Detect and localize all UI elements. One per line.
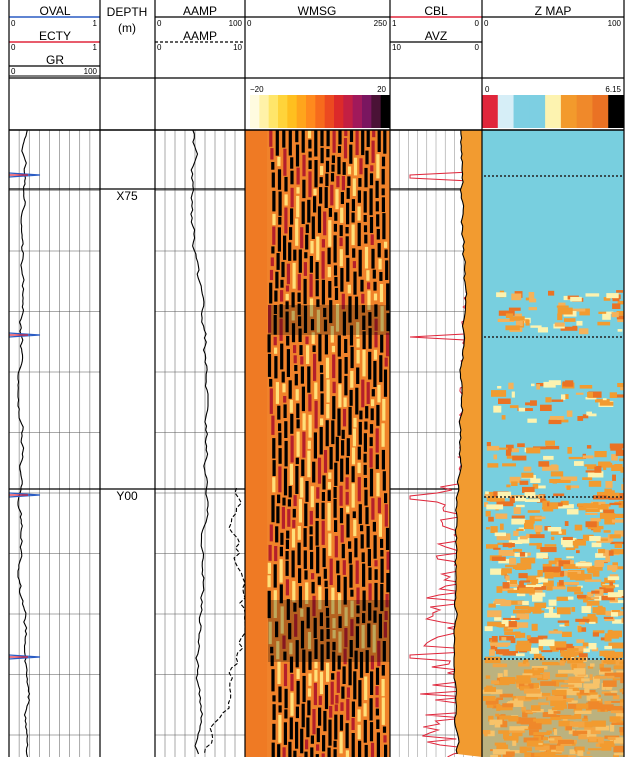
- colorbar-swatch: [482, 95, 499, 128]
- cbl-scale-right: 0: [475, 19, 480, 28]
- avz-scale-left: 10: [392, 43, 401, 52]
- zmap-header: Z MAP 0 100 0 6.15: [482, 4, 625, 128]
- colorbar-swatch: [315, 95, 326, 128]
- zmap-image: [482, 130, 624, 757]
- aamp-fine-curve-name: AAMP: [183, 29, 217, 43]
- cbl-curve-name: CBL: [424, 4, 448, 18]
- colorbar-swatch: [608, 95, 625, 128]
- colorbar-swatch: [334, 95, 344, 128]
- track1-header: OVAL 0 1 ECTY 0 1 GR 0 100: [9, 4, 100, 77]
- colorbar-swatch: [352, 95, 363, 128]
- aamp-fine-scale-right: 10: [233, 43, 242, 52]
- depth-marker-y00: Y00: [116, 489, 138, 503]
- zmap-colorbar-max: 6.15: [605, 85, 621, 94]
- colorbar-swatch: [362, 95, 372, 128]
- zmap-colorbar: [482, 95, 625, 128]
- ecty-scale-right: 1: [93, 43, 98, 52]
- colorbar-swatch: [278, 95, 288, 128]
- colorbar-swatch: [529, 95, 546, 128]
- aamp-header: AAMP 0 100 AAMP 0 10: [155, 4, 245, 52]
- track-grid: [9, 130, 482, 757]
- colorbar-swatch: [287, 95, 298, 128]
- log-header: OVAL 0 1 ECTY 0 1 GR 0 100 DEPTH (m) AAM…: [9, 4, 625, 128]
- avz-scale-right: 0: [475, 43, 480, 52]
- colorbar-swatch: [497, 95, 514, 128]
- ecty-scale-left: 0: [11, 43, 16, 52]
- wmsg-scale-left: 0: [247, 19, 252, 28]
- colorbar-swatch: [306, 95, 316, 128]
- wmsg-header: WMSG 0 250 −20 20: [245, 4, 391, 128]
- gr-curve: [17, 130, 31, 757]
- gr-scale-right: 100: [84, 67, 98, 76]
- colorbar-swatch: [259, 95, 270, 128]
- ecty-curve-name: ECTY: [39, 29, 71, 43]
- colorbar-swatch: [343, 95, 354, 128]
- oval-scale-left: 0: [11, 19, 16, 28]
- aamp-curve: [190, 130, 209, 755]
- avz-curve: [453, 130, 482, 757]
- oval-ecty-spikes: [9, 172, 41, 660]
- depth-header: DEPTH (m): [107, 5, 148, 35]
- zmap-scale-right: 100: [608, 19, 622, 28]
- colorbar-swatch: [545, 95, 562, 128]
- wmsg-waveform-image: [245, 130, 390, 757]
- zmap-scale-left: 0: [484, 19, 489, 28]
- zmap-curve-name: Z MAP: [535, 4, 572, 18]
- zmap-colorbar-min: 0: [485, 85, 490, 94]
- colorbar-swatch: [250, 95, 260, 128]
- colorbar-swatch: [296, 95, 307, 128]
- depth-title: DEPTH: [107, 5, 148, 19]
- oval-curve-name: OVAL: [39, 4, 70, 18]
- aamp-fine-curve: [204, 487, 245, 754]
- wmsg-scale-right: 250: [374, 19, 388, 28]
- wmsg-colorbar: [250, 95, 391, 128]
- aamp-scale-left: 0: [157, 19, 162, 28]
- wmsg-colorbar-max: 20: [377, 85, 386, 94]
- avz-curve-name: AVZ: [425, 29, 447, 43]
- gr-curve-name: GR: [46, 53, 64, 67]
- wmsg-colorbar-min: −20: [250, 85, 264, 94]
- wmsg-curve-name: WMSG: [298, 4, 337, 18]
- cbl-header: CBL 1 0 AVZ 10 0: [390, 4, 482, 52]
- colorbar-swatch: [592, 95, 609, 128]
- oval-scale-right: 1: [93, 19, 98, 28]
- colorbar-swatch: [324, 95, 335, 128]
- cbl-scale-left: 1: [392, 19, 397, 28]
- track-borders: [8, 0, 625, 757]
- aamp-fine-scale-left: 0: [157, 43, 162, 52]
- colorbar-swatch: [371, 95, 382, 128]
- aamp-curve-name: AAMP: [183, 4, 217, 18]
- colorbar-swatch: [576, 95, 593, 128]
- aamp-scale-right: 100: [229, 19, 243, 28]
- depth-unit: (m): [118, 21, 136, 35]
- gr-scale-left: 0: [11, 67, 16, 76]
- colorbar-swatch: [560, 95, 578, 128]
- colorbar-swatch: [380, 95, 391, 128]
- colorbar-swatch: [513, 95, 530, 128]
- colorbar-swatch: [268, 95, 279, 128]
- depth-marker-x75: X75: [116, 189, 138, 203]
